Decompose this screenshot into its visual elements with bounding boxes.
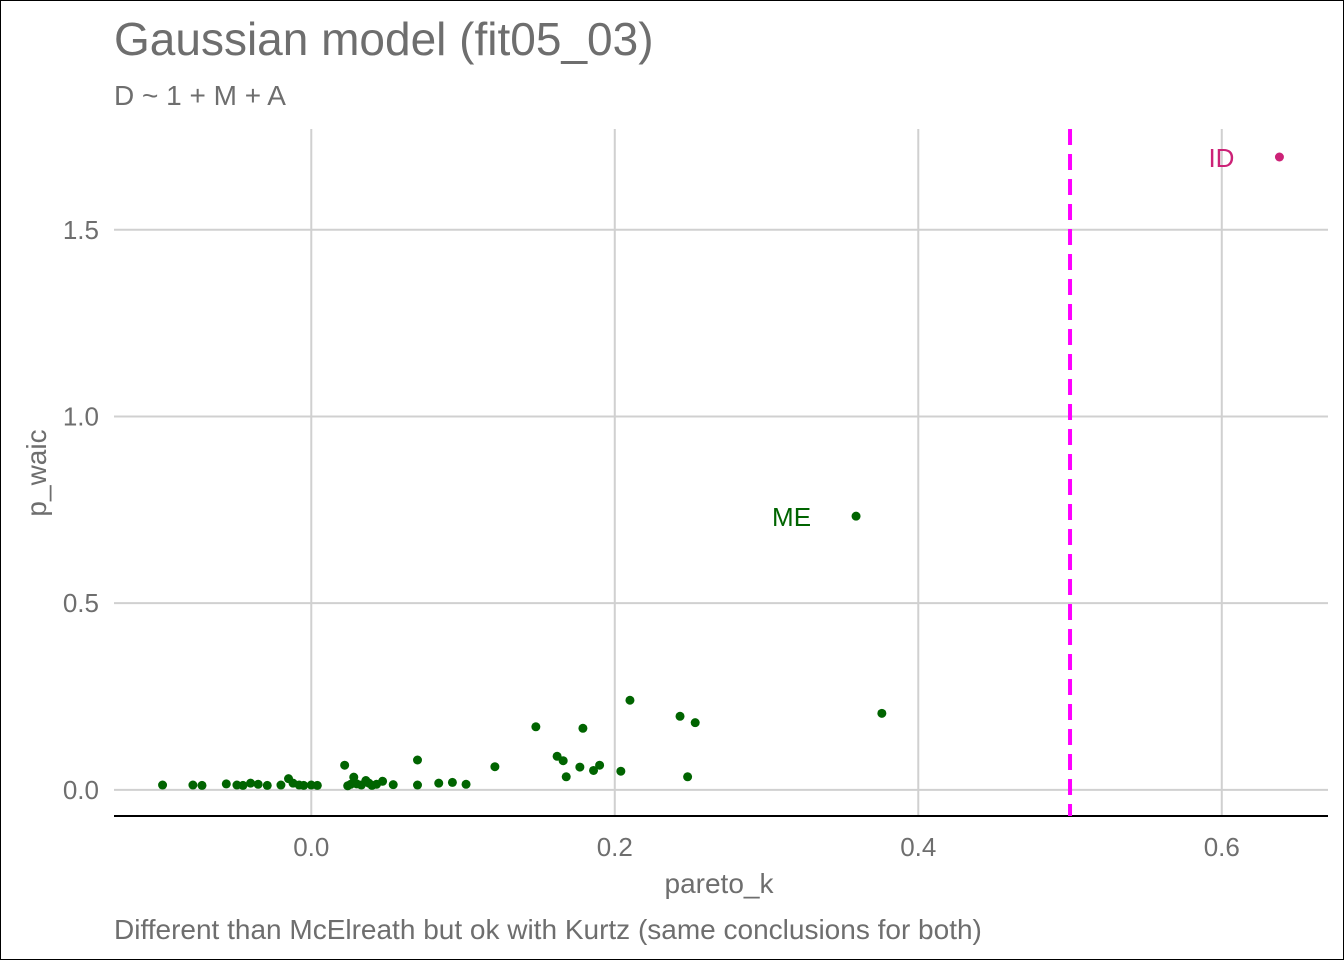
- y-tick-label: 1.5: [63, 215, 99, 245]
- data-point: [262, 780, 272, 790]
- data-point: [578, 723, 588, 733]
- x-axis-label: pareto_k: [665, 868, 775, 899]
- y-axis-label: p_waic: [21, 429, 52, 516]
- tick-labels-layer: 0.0 0.2 0.4 0.6 0.0 0.5 1.0 1.5: [63, 215, 1240, 862]
- data-point: [253, 779, 263, 789]
- data-point: [683, 772, 693, 782]
- y-tick-label: 0.5: [63, 588, 99, 618]
- chart-caption: Different than McElreath but ok with Kur…: [114, 914, 982, 945]
- data-point: [197, 780, 207, 790]
- x-tick-label: 0.2: [597, 832, 633, 862]
- x-tick-label: 0.4: [900, 832, 936, 862]
- data-point: [349, 772, 359, 782]
- data-point: [238, 780, 248, 790]
- data-point: [340, 760, 350, 770]
- data-point: [561, 772, 571, 782]
- x-tick-label: 0.6: [1204, 832, 1240, 862]
- data-point: [589, 765, 599, 775]
- data-point: [158, 780, 168, 790]
- data-point: [616, 766, 626, 776]
- data-point: [276, 780, 286, 790]
- data-point: [312, 780, 322, 790]
- data-point: [434, 778, 444, 788]
- data-point: [877, 708, 887, 718]
- data-point: [558, 756, 568, 766]
- data-point: [575, 762, 585, 772]
- grid-layer: [114, 129, 1328, 817]
- data-point: [461, 779, 471, 789]
- x-tick-label: 0.0: [293, 832, 329, 862]
- data-point: [1274, 152, 1284, 162]
- data-point: [675, 711, 685, 721]
- data-point: [490, 762, 500, 772]
- data-point: [625, 695, 635, 705]
- data-point: [188, 780, 198, 790]
- data-point: [531, 722, 541, 732]
- data-point: [413, 755, 422, 765]
- data-point: [595, 760, 605, 770]
- point-label: ID: [1208, 143, 1234, 173]
- data-point: [388, 780, 398, 790]
- data-point: [221, 779, 231, 789]
- points-layer: [158, 152, 1284, 791]
- point-label: ME: [772, 502, 811, 532]
- chart-subtitle: D ~ 1 + M + A: [114, 80, 286, 111]
- data-point: [413, 780, 422, 790]
- point-labels-layer: ME ID: [772, 143, 1234, 532]
- data-point: [378, 776, 388, 786]
- chart-title: Gaussian model (fit05_03): [114, 13, 654, 65]
- data-point: [246, 778, 256, 788]
- data-point: [299, 780, 309, 790]
- data-point: [851, 511, 861, 521]
- data-point: [690, 718, 700, 728]
- y-tick-label: 1.0: [63, 401, 99, 431]
- data-point: [447, 777, 457, 787]
- y-tick-label: 0.0: [63, 775, 99, 805]
